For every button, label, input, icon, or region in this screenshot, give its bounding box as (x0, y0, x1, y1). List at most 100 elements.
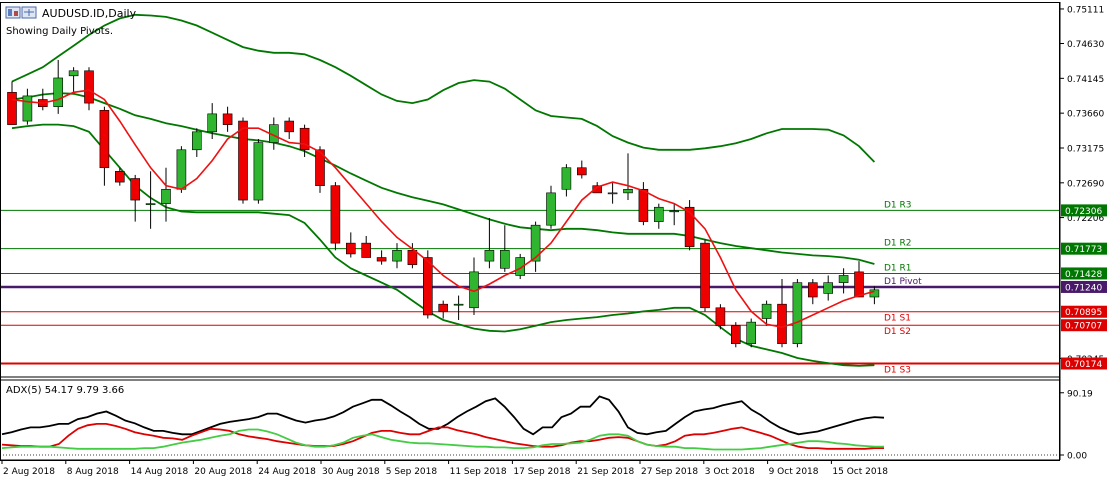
pivot-line-label: D1 R2 (884, 239, 912, 249)
candle[interactable] (777, 279, 787, 348)
candle-body (53, 77, 64, 107)
candle[interactable] (638, 182, 649, 226)
candle[interactable] (176, 146, 187, 193)
price-tick-label: 0.73660 (1067, 110, 1104, 120)
time-tick-label: 20 Aug 2018 (194, 467, 252, 477)
candle-body (515, 257, 526, 276)
adx-pane[interactable] (0, 395, 1060, 456)
candle-body (238, 120, 248, 201)
candle[interactable] (792, 279, 803, 348)
candle-body (869, 289, 880, 298)
candle[interactable] (869, 286, 880, 305)
candle[interactable] (746, 318, 757, 348)
time-tick-label: 2 Aug 2018 (3, 467, 55, 477)
candle[interactable] (700, 239, 710, 312)
candle-body (823, 282, 834, 294)
pivot-price-value: 0.71428 (1065, 270, 1102, 280)
candle[interactable] (284, 117, 295, 140)
candle[interactable] (438, 300, 449, 319)
candle[interactable] (669, 203, 680, 226)
candle[interactable] (361, 235, 372, 258)
candle[interactable] (161, 167, 171, 222)
candle[interactable] (576, 160, 587, 179)
candle[interactable] (761, 300, 772, 326)
candle-body (592, 185, 603, 194)
settings-icon[interactable] (21, 6, 37, 19)
candle[interactable] (99, 106, 110, 186)
candle[interactable] (238, 117, 248, 204)
candle[interactable] (499, 225, 510, 272)
candle[interactable] (623, 153, 633, 201)
candle[interactable] (484, 218, 495, 269)
candle[interactable] (253, 139, 264, 204)
candle[interactable] (7, 81, 17, 125)
candle[interactable] (838, 268, 849, 294)
adx-plus-di-line (1, 428, 884, 451)
candle[interactable] (684, 200, 695, 251)
candle[interactable] (730, 322, 741, 348)
adx-label: ADX(5) 54.17 9.79 3.66 (6, 385, 124, 396)
price-pane[interactable]: D1 R3 D1 R2 D1 R1 D1 Pivot D1 S1 D1 S2 D1 S3 (0, 13, 1060, 381)
moving-average (11, 89, 875, 329)
candle-body (315, 149, 325, 186)
candle[interactable] (315, 146, 325, 193)
candle[interactable] (192, 128, 202, 157)
time-axis[interactable]: 2 Aug 2018 8 Aug 2018 14 Aug 2018 20 Aug 20… (0, 459, 1060, 477)
candle[interactable] (145, 171, 156, 229)
candle[interactable] (299, 124, 310, 157)
upper-band (11, 13, 876, 163)
pivot-price-value: 0.71773 (1065, 245, 1102, 255)
candle-body (345, 242, 356, 255)
candle-body (130, 178, 140, 201)
candle[interactable] (823, 275, 834, 301)
candle[interactable] (653, 203, 664, 229)
price-tick-label: 0.74145 (1067, 75, 1104, 85)
candle[interactable] (807, 279, 818, 305)
candle[interactable] (530, 221, 541, 272)
pivot-price-value: 0.72306 (1065, 207, 1102, 217)
candle[interactable] (53, 60, 64, 114)
candle[interactable] (407, 243, 418, 269)
candle-body (407, 250, 418, 265)
candle[interactable] (115, 167, 125, 186)
candle[interactable] (546, 185, 556, 229)
candle-body (22, 95, 33, 122)
candle[interactable] (453, 295, 464, 320)
candle-body (653, 206, 664, 222)
candle[interactable] (854, 261, 864, 298)
candle-body (854, 271, 864, 298)
candle-body (669, 210, 680, 213)
candle[interactable] (561, 164, 572, 197)
candle-body (453, 303, 464, 306)
candle[interactable] (222, 106, 233, 132)
candle-body (576, 167, 587, 176)
price-tick-label: 0.72206 (1067, 214, 1104, 224)
pivot-price-bg (1061, 319, 1107, 332)
candle[interactable] (515, 253, 526, 280)
candle[interactable] (68, 67, 79, 93)
adx-main-line (1, 395, 885, 436)
candle[interactable] (715, 304, 726, 330)
adx-axis[interactable]: 90.19 0.00 (1060, 389, 1093, 462)
candle[interactable] (130, 174, 140, 222)
candle[interactable] (330, 182, 341, 251)
candle[interactable] (345, 232, 356, 258)
candle-body (530, 224, 541, 262)
candle[interactable] (607, 182, 618, 204)
candle[interactable] (207, 103, 217, 140)
candle-body (684, 206, 695, 248)
candle[interactable] (376, 250, 387, 265)
time-tick-label: 5 Sep 2018 (386, 467, 438, 477)
candle[interactable] (84, 67, 94, 111)
candle-body (438, 303, 449, 312)
price-axis[interactable]: 0.75111 0.74630 0.74145 0.73660 0.73175 0.726… (1059, 2, 1107, 460)
candles (7, 60, 880, 348)
envelope-bands (11, 13, 876, 367)
window-icon[interactable] (5, 6, 21, 19)
candle-body (115, 171, 125, 183)
candle[interactable] (392, 243, 402, 269)
candle[interactable] (22, 88, 33, 125)
candle-body (161, 188, 171, 204)
